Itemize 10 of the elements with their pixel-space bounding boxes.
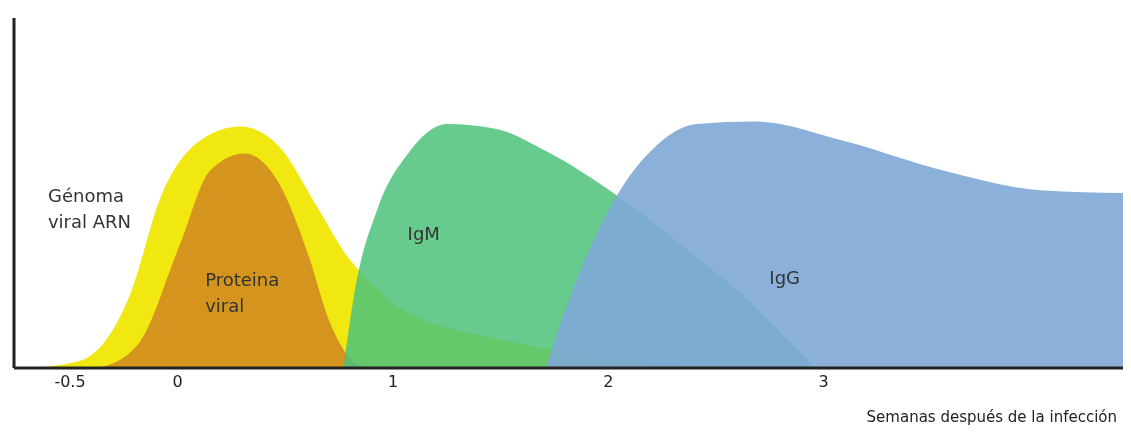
x-tick-label: 1 [387, 372, 399, 392]
series-label: Proteina viral [205, 268, 281, 319]
x-tick-label: 2 [603, 372, 614, 392]
x-tick-label: -0.5 [54, 372, 86, 392]
x-tick-label: 3 [818, 372, 829, 392]
series-label: IgG [769, 265, 802, 290]
x-axis-title: Semanas después de la infección [866, 408, 1117, 426]
series-label: IgM [407, 221, 441, 246]
x-tick-label: 0 [172, 372, 183, 392]
series-label: Génoma viral ARN [47, 184, 133, 235]
